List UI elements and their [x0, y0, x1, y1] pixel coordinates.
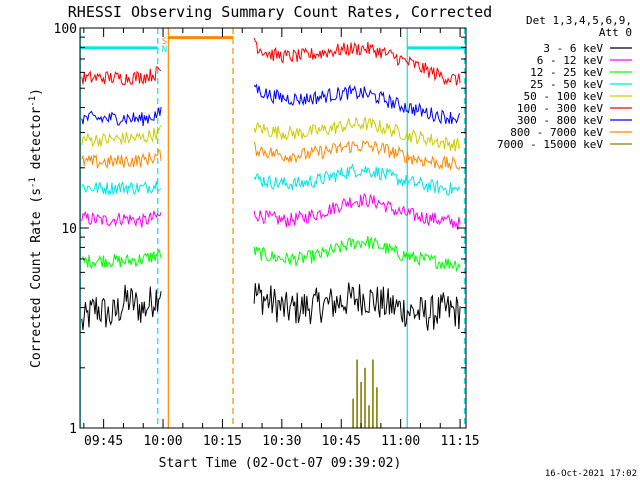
y-axis-label-part-1: Corrected Count Rate (s	[29, 188, 44, 368]
series-7	[81, 83, 461, 127]
plot-marks: SN	[79, 28, 466, 428]
y-axis-label-part-3: detector	[29, 107, 44, 178]
x-tick-label-1015: 10:15	[203, 434, 242, 449]
series-7-segment-2	[253, 83, 461, 125]
legend-label-7: 300 - 800 keV	[517, 114, 603, 127]
x-tick-label-0945: 09:45	[84, 434, 123, 449]
series-4-segment-2	[253, 163, 461, 197]
legend-header-2: Att 0	[599, 26, 632, 39]
series-2-segment-1	[81, 210, 162, 228]
y-axis-ticks: 1 10 100	[54, 22, 466, 437]
y-axis-label-part-4: -1	[28, 96, 38, 107]
series-7-segment-1	[81, 106, 162, 127]
series-8-segment-2	[253, 139, 461, 171]
legend-label-6: 100 - 300 keV	[517, 102, 603, 115]
footer-date: 16-Oct-2021 17:02	[545, 469, 637, 479]
x-tick-label-1000: 10:00	[143, 434, 182, 449]
series-2-segment-2	[253, 192, 461, 230]
legend-label-1: 3 - 6 keV	[543, 42, 603, 55]
x-axis-ticks: 09:45 10:00 10:15 10:30 10:45 11:00 11:15	[83, 28, 480, 449]
y-tick-label-10: 10	[61, 222, 77, 237]
y-tick-label-100: 100	[54, 22, 77, 37]
series-5-segment-2	[253, 116, 461, 152]
series-1-segment-1	[81, 284, 162, 330]
series-1-segment-2	[253, 282, 461, 331]
y-axis-label: Corrected Count Rate (s-1 detector-1)	[28, 88, 44, 368]
legend-header-1: Det 1,3,4,5,6,9,	[526, 14, 632, 27]
series-5	[81, 116, 461, 152]
x-tick-label-1100: 11:00	[381, 434, 420, 449]
series-3	[81, 235, 461, 273]
chart-title: RHESSI Observing Summary Count Rates, Co…	[68, 3, 492, 21]
series-5-segment-1	[81, 125, 162, 148]
series-6-segment-2	[253, 37, 461, 86]
flag-n: N	[162, 45, 167, 55]
series-4-segment-1	[81, 180, 162, 196]
y-axis-label-part-2: -1	[28, 177, 38, 188]
legend-label-5: 50 - 100 keV	[524, 90, 604, 103]
x-axis-label: Start Time (02-Oct-07 09:39:02)	[159, 456, 402, 471]
series-6	[81, 37, 461, 86]
legend-label-2: 6 - 12 keV	[537, 54, 604, 67]
flag-s: S	[162, 37, 167, 47]
series-6-segment-1	[81, 66, 162, 85]
legend-label-3: 12 - 25 keV	[530, 66, 603, 79]
series-3-segment-1	[81, 249, 162, 270]
legend-label-9: 7000 - 15000 keV	[497, 138, 603, 151]
y-tick-label-1: 1	[69, 422, 77, 437]
series-2	[81, 192, 461, 230]
y-axis-label-part-5: )	[29, 88, 44, 96]
series-8	[81, 139, 461, 171]
series-3-segment-2	[253, 235, 461, 273]
x-tick-label-1045: 10:45	[322, 434, 361, 449]
x-tick-label-1030: 10:30	[262, 434, 301, 449]
legend-label-8: 800 - 7000 keV	[510, 126, 603, 139]
legend-label-4: 25 - 50 keV	[530, 78, 603, 91]
x-tick-label-1115: 11:15	[440, 434, 479, 449]
series-1	[81, 282, 461, 331]
series-8-segment-1	[81, 149, 162, 170]
series-4	[81, 163, 461, 197]
